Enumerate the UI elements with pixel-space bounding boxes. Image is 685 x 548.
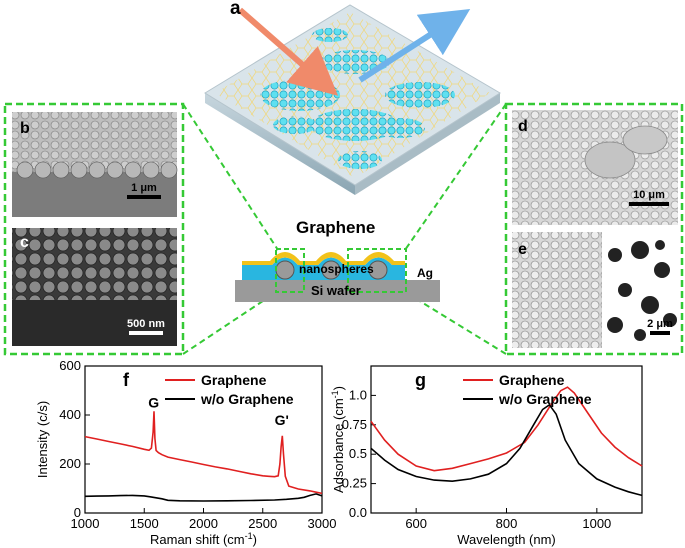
legend-label: w/o Graphene (498, 391, 592, 407)
scale-bar-line (629, 202, 669, 206)
y-tick-label: 0.25 (342, 476, 367, 491)
legend-label: Graphene (201, 372, 267, 388)
nanosphere-cluster (312, 28, 348, 42)
plot-frame (370, 365, 643, 514)
sem-image-c (12, 228, 177, 346)
scale-bar-e: 2 μm (640, 318, 680, 335)
x-tick-label: 600 (405, 516, 427, 531)
x-tick-label: 1000 (582, 516, 611, 531)
series-line (370, 403, 643, 497)
scale-bar-b: 1 μm (122, 182, 166, 199)
nanosphere-cluster (260, 79, 340, 111)
x-tick-label: 800 (496, 516, 518, 531)
x-tick-label: 1000 (71, 516, 100, 531)
schematic-cross-section (235, 248, 440, 302)
peak-annotation: G (148, 395, 159, 411)
ag-label: Ag (417, 266, 433, 280)
sem-image-e (512, 232, 678, 348)
raman-chart: 1000 1500 2000 2500 3000 0 200 400 600 Graphene w/… (35, 358, 336, 547)
panel-label-b: b (20, 120, 30, 137)
right-sem-frame (504, 102, 684, 356)
nanosphere-cluster (375, 118, 425, 138)
scale-text-e: 2 μm (647, 318, 673, 330)
connector-line (182, 292, 276, 355)
scale-bar-d: 10 μm (625, 189, 673, 206)
connector-line (182, 103, 279, 251)
scale-bar-line (129, 331, 163, 335)
sem-image-b (12, 112, 178, 217)
scale-text-d: 10 μm (633, 189, 665, 201)
scale-bar-line (650, 331, 670, 335)
y-axis-label: Adsorbance (cm-1) (330, 386, 346, 493)
zoom-box-left (275, 248, 305, 293)
x-tick-label: 1500 (130, 516, 159, 531)
y-tick-label: 0.75 (342, 417, 367, 432)
y-tick-label: 200 (59, 456, 81, 471)
legend-label: w/o Graphene (200, 391, 294, 407)
y-tick-label: 1.0 (349, 387, 367, 402)
y-tick-label: 400 (59, 407, 81, 422)
series-line (84, 411, 323, 495)
y-tick-label: 600 (59, 358, 81, 373)
panel-label: g (415, 370, 426, 390)
panel-label: f (123, 370, 130, 390)
nanosphere-cluster (273, 116, 317, 134)
series-line (84, 493, 323, 502)
left-sem-frame (3, 102, 185, 356)
si-wafer-layer (235, 280, 440, 302)
nanosphere-cluster (385, 82, 455, 108)
si-wafer-label: Si wafer (311, 283, 361, 298)
peak-annotation: G' (275, 412, 289, 428)
nanosphere-cluster (310, 109, 400, 141)
sem-image-d (512, 110, 678, 225)
nanosphere (321, 260, 341, 280)
x-tick-label: 2500 (248, 516, 277, 531)
reflected-light-arrow (358, 8, 471, 83)
panel-label-e: e (518, 241, 527, 258)
y-tick-label: 0.0 (349, 505, 367, 520)
legend-label: Graphene (499, 372, 565, 388)
graphene-layer (242, 252, 405, 265)
nanosphere-cluster (338, 151, 382, 169)
scale-text-b: 1 μm (131, 182, 157, 194)
y-tick-label: 0.5 (349, 446, 367, 461)
x-tick-label: 2000 (189, 516, 218, 531)
panel-label-d: d (518, 118, 528, 135)
x-tick-label: 3000 (308, 516, 337, 531)
nanosphere (368, 260, 388, 280)
nanospheres-label: nanospheres (299, 262, 374, 276)
panel-a-illustration (204, 4, 501, 195)
graphene-title: Graphene (296, 218, 376, 237)
plot-frame (84, 365, 323, 514)
x-axis-label: Raman shift (cm-1) (150, 531, 257, 547)
y-axis-label: Intensity (c/s) (35, 401, 50, 478)
absorbance-chart: 600 800 1000 0.0 0.25 0.5 0.75 1.0 Graphene w/o G… (330, 365, 643, 547)
x-axis-label: Wavelength (nm) (457, 532, 556, 547)
incident-light-arrow (238, 7, 339, 96)
panel-label-c: c (20, 234, 29, 251)
scale-bar-line (127, 195, 161, 199)
nanosphere (275, 260, 295, 280)
zoom-box-right (347, 248, 407, 293)
scale-text-c: 500 nm (127, 318, 165, 330)
panel-label-a: a (230, 0, 241, 19)
y-tick-label: 0 (74, 505, 81, 520)
scale-bar-c: 500 nm (120, 318, 172, 335)
series-line (370, 386, 643, 472)
